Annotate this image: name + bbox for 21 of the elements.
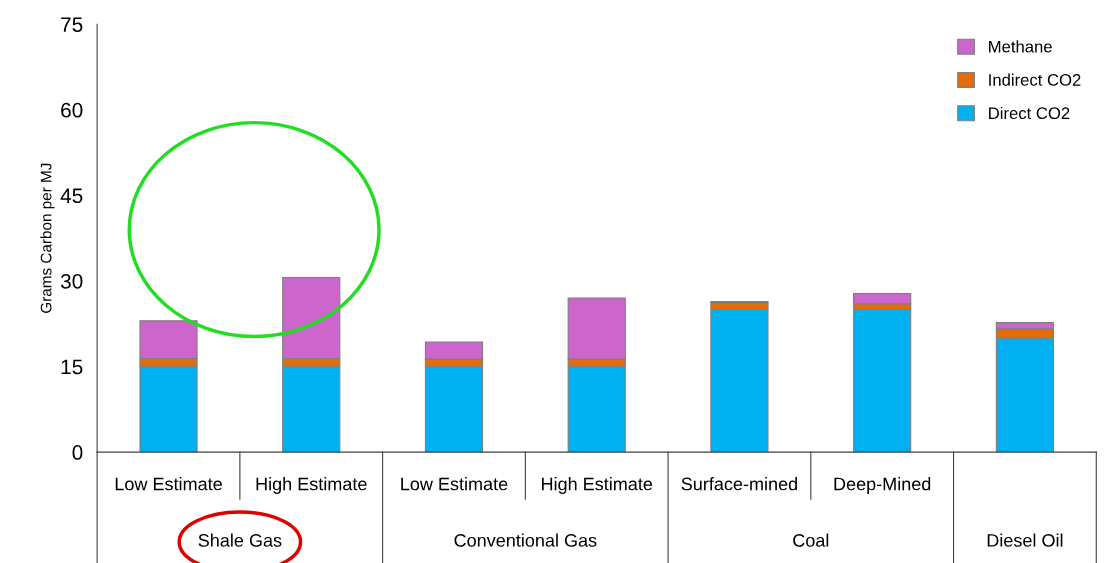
text: Diesel Oil [987, 533, 1063, 547]
y-tick-label: 75 [61, 17, 83, 32]
legend-label: Direct CO2 [989, 106, 1070, 120]
legend-label: Methane [989, 40, 1052, 53]
y-tick-label: 45 [60, 188, 83, 204]
y-tick-label: 15 [61, 359, 83, 375]
y-tick-label: 60 [61, 102, 83, 118]
y-tick-label: 30 [60, 273, 83, 289]
x-tick-label: Deep-Mined [834, 477, 931, 494]
x-tick-label: Low Estimate [115, 477, 222, 491]
x-tick-label: Surface-mined [681, 477, 797, 491]
x-tick-label: Low Estimate [401, 477, 508, 491]
x-tick-label: High Estimate [256, 477, 367, 494]
y-tick-label: 0 [72, 445, 83, 460]
bar [853, 308, 912, 453]
text: Conventional Gas [454, 533, 597, 547]
text: Coal [793, 533, 829, 547]
x-tick-label: High Estimate [542, 477, 653, 494]
text: Shale Gas [198, 533, 282, 547]
y-axis-title: Grams Carbon per MJ [40, 163, 55, 313]
legend-label: Indirect CO2 [989, 73, 1081, 86]
